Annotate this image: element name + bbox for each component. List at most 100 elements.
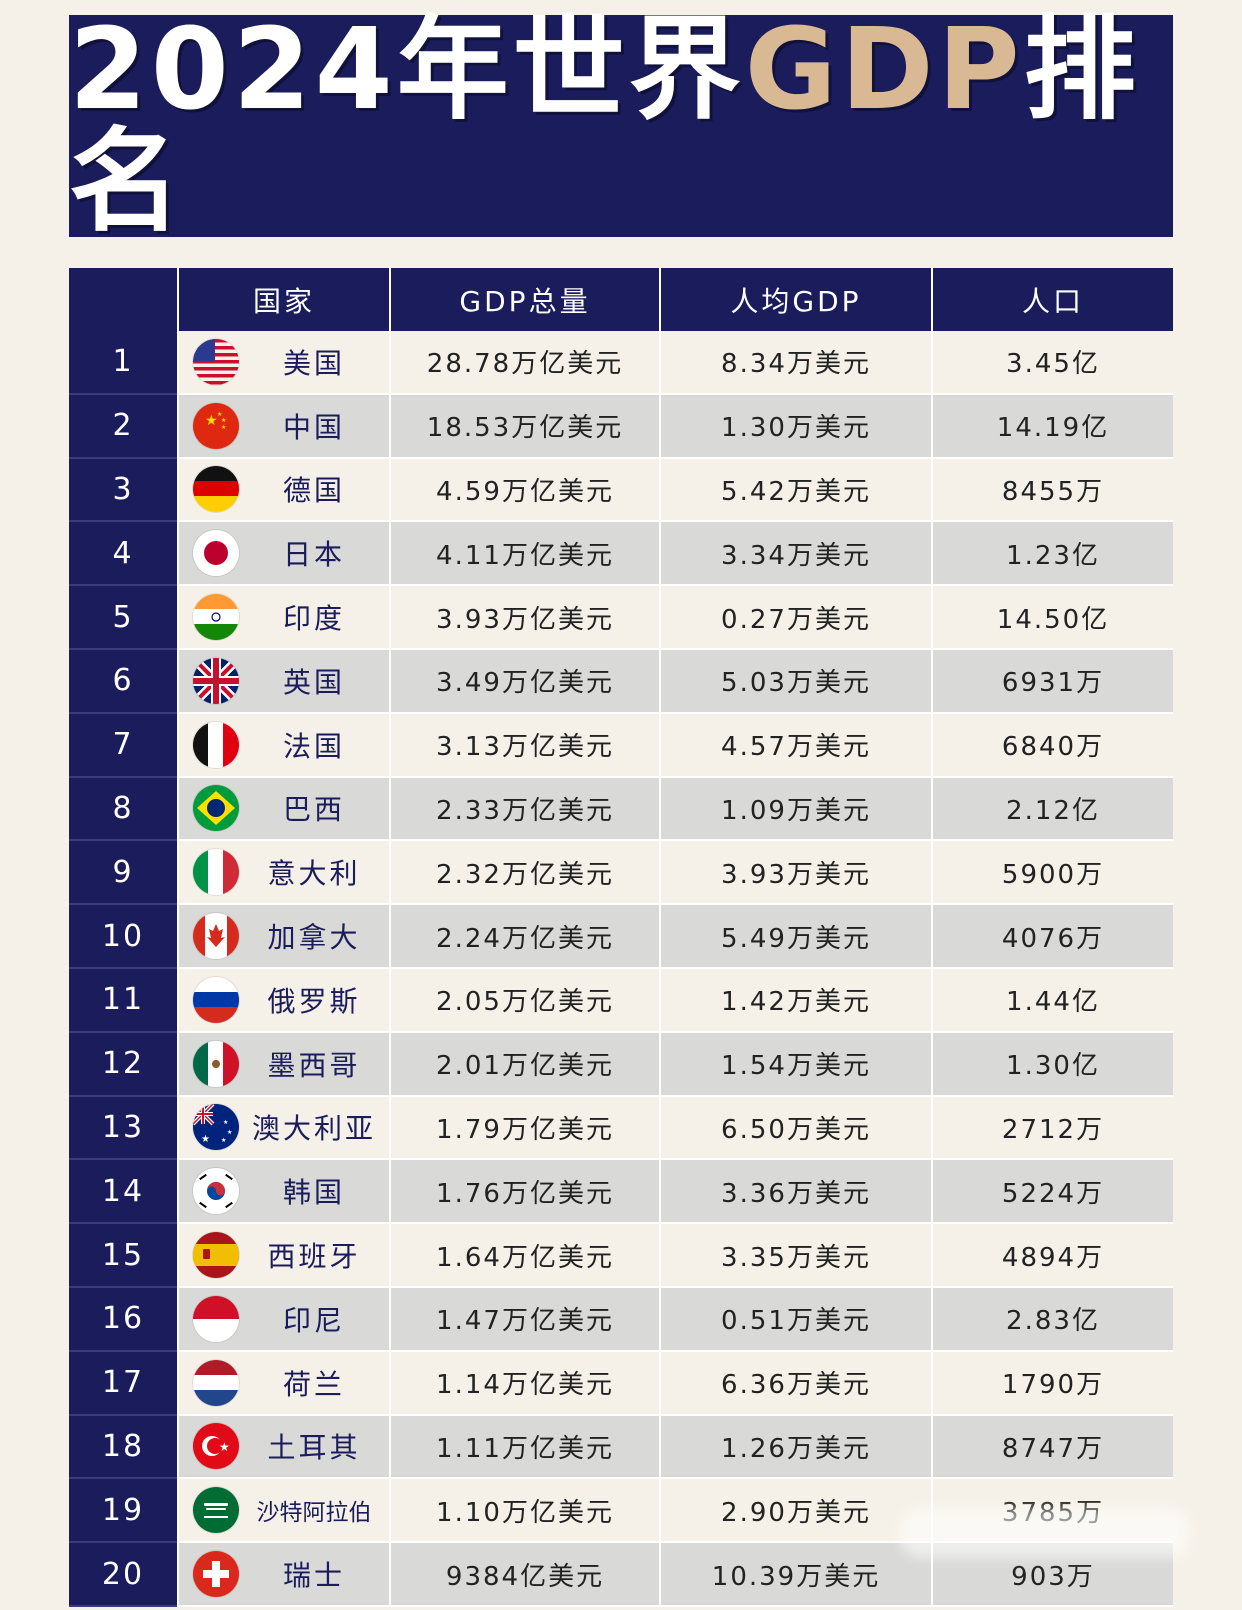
svg-text:★: ★ bbox=[221, 424, 228, 431]
population-cell: 2712万 bbox=[931, 1096, 1173, 1161]
per-capita-cell: 1.54万美元 bbox=[659, 1032, 931, 1097]
country-cell: 沙特阿拉伯 bbox=[177, 1479, 389, 1544]
country-name: 西班牙 bbox=[267, 1240, 361, 1274]
per-capita-cell: 3.93万美元 bbox=[659, 841, 931, 906]
country-cell: 日本 bbox=[177, 522, 389, 587]
svg-text:★: ★ bbox=[227, 1129, 234, 1136]
population-cell: 14.50亿 bbox=[931, 586, 1173, 650]
population-cell: 5900万 bbox=[931, 841, 1173, 906]
country-name: 加拿大 bbox=[267, 921, 361, 955]
rank-cell: 17 bbox=[69, 1351, 177, 1416]
rank-cell: 8 bbox=[69, 777, 177, 842]
country-name: 墨西哥 bbox=[267, 1048, 361, 1082]
france-flag-icon bbox=[193, 721, 239, 768]
rank-cell: 4 bbox=[69, 522, 177, 587]
japan-flag-icon bbox=[193, 530, 239, 577]
country-name: 日本 bbox=[282, 538, 345, 572]
country-cell: 俄罗斯 bbox=[177, 968, 389, 1033]
india-flag-icon bbox=[193, 594, 239, 641]
gdp-cell: 1.79万亿美元 bbox=[389, 1096, 659, 1161]
per-capita-cell: 1.42万美元 bbox=[659, 968, 931, 1033]
title-banner: 2024年世界GDP排名 bbox=[69, 14, 1173, 238]
gdp-cell: 2.01万亿美元 bbox=[389, 1032, 659, 1097]
table-row: 4 日本 4.11万亿美元 3.34万美元 1.23亿 bbox=[69, 522, 1173, 587]
gdp-cell: 1.64万亿美元 bbox=[389, 1224, 659, 1288]
gdp-cell: 1.14万亿美元 bbox=[389, 1351, 659, 1416]
header-rank bbox=[69, 268, 177, 331]
per-capita-cell: 6.36万美元 bbox=[659, 1351, 931, 1416]
table-row: 13 ★ ★ ★ ★ 澳大利亚 1.79万亿美元 6.50万美元 2712万 bbox=[69, 1096, 1173, 1161]
table-row: 15 西班牙 1.64万亿美元 3.35万美元 4894万 bbox=[69, 1224, 1173, 1288]
table-row: 17 荷兰 1.14万亿美元 6.36万美元 1790万 bbox=[69, 1351, 1173, 1416]
table-row: 11 俄罗斯 2.05万亿美元 1.42万美元 1.44亿 bbox=[69, 968, 1173, 1033]
netherlands-flag-icon bbox=[193, 1359, 239, 1406]
blurred-watermark bbox=[900, 1508, 1190, 1558]
page-title: 2024年世界GDP排名 bbox=[69, 14, 1173, 238]
country-name: 德国 bbox=[282, 474, 345, 508]
country-cell: 意大利 bbox=[177, 841, 389, 906]
country-name: 印尼 bbox=[282, 1303, 345, 1337]
gdp-cell: 28.78万亿美元 bbox=[389, 331, 659, 395]
population-cell: 2.12亿 bbox=[931, 777, 1173, 842]
rank-cell: 3 bbox=[69, 458, 177, 523]
population-cell: 1.23亿 bbox=[931, 522, 1173, 587]
country-name: 英国 bbox=[282, 665, 345, 699]
svg-text:★: ★ bbox=[221, 417, 228, 424]
rank-cell: 2 bbox=[69, 394, 177, 459]
header-country: 国家 bbox=[177, 268, 389, 331]
china-flag-icon: ★ ★ ★ ★ bbox=[193, 402, 239, 449]
australia-flag-icon: ★ ★ ★ ★ bbox=[193, 1104, 239, 1151]
per-capita-cell: 1.09万美元 bbox=[659, 777, 931, 842]
table-header-row: 国家 GDP总量 人均GDP 人口 bbox=[69, 268, 1173, 331]
population-cell: 4076万 bbox=[931, 905, 1173, 969]
rank-cell: 19 bbox=[69, 1479, 177, 1544]
population-cell: 3.45亿 bbox=[931, 331, 1173, 395]
svg-text:★: ★ bbox=[223, 1119, 230, 1126]
per-capita-cell: 5.03万美元 bbox=[659, 649, 931, 714]
country-cell: 西班牙 bbox=[177, 1224, 389, 1288]
country-cell: 韩国 bbox=[177, 1160, 389, 1225]
switzerland-flag-icon bbox=[193, 1551, 239, 1598]
rank-cell: 5 bbox=[69, 586, 177, 650]
table-row: 10 加拿大 2.24万亿美元 5.49万美元 4076万 bbox=[69, 905, 1173, 969]
indonesia-flag-icon bbox=[193, 1295, 239, 1342]
mexico-flag-icon bbox=[193, 1040, 239, 1087]
country-name: 巴西 bbox=[282, 793, 345, 827]
per-capita-cell: 5.49万美元 bbox=[659, 905, 931, 969]
rank-cell: 20 bbox=[69, 1543, 177, 1607]
country-cell: 印尼 bbox=[177, 1287, 389, 1352]
gdp-cell: 3.13万亿美元 bbox=[389, 713, 659, 778]
country-name: 瑞士 bbox=[282, 1559, 345, 1593]
population-cell: 5224万 bbox=[931, 1160, 1173, 1225]
country-cell: 法国 bbox=[177, 713, 389, 778]
title-accent: GDP bbox=[744, 5, 1024, 135]
per-capita-cell: 2.90万美元 bbox=[659, 1479, 931, 1544]
country-name: 荷兰 bbox=[282, 1367, 345, 1401]
title-part2: 排名 bbox=[69, 5, 1140, 247]
rank-cell: 1 bbox=[69, 331, 177, 395]
rank-cell: 12 bbox=[69, 1032, 177, 1097]
table-row: 18 ★ 土耳其 1.11万亿美元 1.26万美元 8747万 bbox=[69, 1415, 1173, 1480]
per-capita-cell: 1.26万美元 bbox=[659, 1415, 931, 1480]
population-cell: 2.83亿 bbox=[931, 1287, 1173, 1352]
header-population: 人口 bbox=[931, 268, 1173, 331]
per-capita-cell: 0.27万美元 bbox=[659, 586, 931, 650]
brazil-flag-icon bbox=[193, 785, 239, 832]
country-name: 土耳其 bbox=[267, 1431, 361, 1465]
per-capita-cell: 3.36万美元 bbox=[659, 1160, 931, 1225]
country-cell: 英国 bbox=[177, 649, 389, 714]
population-cell: 14.19亿 bbox=[931, 394, 1173, 459]
gdp-cell: 2.05万亿美元 bbox=[389, 968, 659, 1033]
gdp-cell: 3.49万亿美元 bbox=[389, 649, 659, 714]
table-row: 3 德国 4.59万亿美元 5.42万美元 8455万 bbox=[69, 458, 1173, 523]
per-capita-cell: 10.39万美元 bbox=[659, 1543, 931, 1607]
spain-flag-icon bbox=[193, 1232, 239, 1279]
population-cell: 1.44亿 bbox=[931, 968, 1173, 1033]
svg-text:★: ★ bbox=[205, 413, 220, 429]
table-row: 2 ★ ★ ★ ★ 中国 18.53万亿美元 1.30万美元 14.19亿 bbox=[69, 394, 1173, 459]
rank-cell: 9 bbox=[69, 841, 177, 906]
rank-cell: 18 bbox=[69, 1415, 177, 1480]
gdp-cell: 2.24万亿美元 bbox=[389, 905, 659, 969]
country-cell: ★ ★ ★ ★ 澳大利亚 bbox=[177, 1096, 389, 1161]
header-gdp: GDP总量 bbox=[389, 268, 659, 331]
